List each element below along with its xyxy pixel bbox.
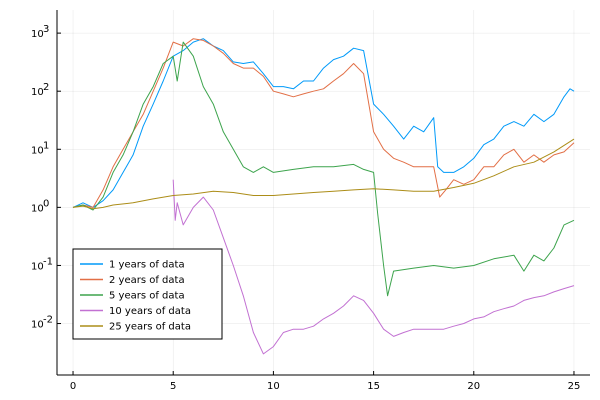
- legend: 1 years of data 2 years of data 5 years of…: [72, 248, 223, 340]
- y-tick-label: 10 1: [31, 140, 49, 156]
- series-line-25-years-of-data: [72, 138, 575, 210]
- y-tick-base: 10: [31, 261, 44, 272]
- series-line-1-years-of-data: [72, 38, 575, 208]
- series-line-5-years-of-data: [72, 41, 575, 297]
- y-tick-exponent: -1: [43, 256, 53, 267]
- legend-label: 2 years of data: [109, 275, 185, 286]
- legend-label: 25 years of data: [109, 322, 191, 333]
- y-tick-exponent: -2: [43, 315, 53, 326]
- y-tick-label: 10 2: [31, 82, 49, 98]
- x-tick-label: 25: [568, 381, 581, 392]
- series-line-10-years-of-data: [172, 179, 575, 355]
- y-tick-exponent: 1: [43, 140, 49, 151]
- y-tick-base: 10: [31, 203, 44, 214]
- y-tick-base: 10: [31, 145, 44, 156]
- x-tick-label: 10: [267, 381, 280, 392]
- y-tick-exponent: 2: [43, 82, 49, 93]
- y-tick-label: 10 -2: [31, 315, 53, 331]
- legend-label: 10 years of data: [109, 306, 191, 317]
- plot-area: [72, 38, 575, 355]
- x-tick-label: 5: [170, 381, 176, 392]
- legend-label: 1 years of data: [109, 260, 185, 271]
- y-tick-exponent: 0: [43, 198, 49, 209]
- y-tick-label: 10 3: [31, 24, 49, 40]
- y-tick-base: 10: [31, 29, 44, 40]
- y-tick-label: 10 0: [31, 198, 49, 214]
- y-tick-label: 10 -1: [31, 256, 53, 272]
- x-tick-label: 15: [367, 381, 380, 392]
- y-tick-exponent: 3: [43, 24, 49, 35]
- legend-label: 5 years of data: [109, 291, 185, 302]
- y-tick-base: 10: [31, 320, 44, 331]
- x-tick-label: 20: [467, 381, 480, 392]
- y-tick-base: 10: [31, 87, 44, 98]
- series-line-2-years-of-data: [72, 38, 575, 208]
- axes: [56, 10, 590, 376]
- x-tick-label: 0: [70, 381, 76, 392]
